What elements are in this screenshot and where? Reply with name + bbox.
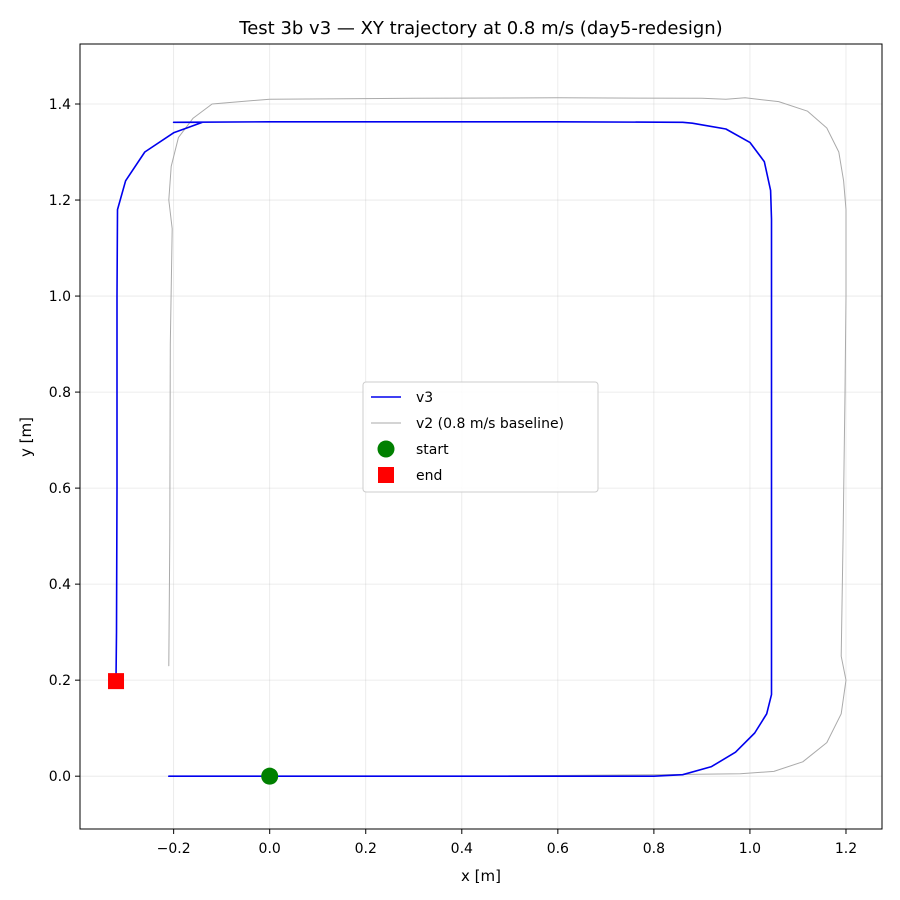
plot-lines — [115, 97, 847, 778]
plot-markers — [108, 673, 279, 785]
x-tick-label: 1.2 — [835, 841, 857, 857]
legend-label: start — [416, 442, 449, 458]
x-tick-label: 1.0 — [739, 841, 761, 857]
x-tick-label: 0.8 — [643, 841, 665, 857]
plot-frame — [79, 43, 883, 830]
y-tick-label: 0.6 — [49, 481, 71, 497]
series-v3-line — [115, 121, 773, 778]
x-tick-label: −0.2 — [157, 841, 191, 857]
legend-label: v3 — [416, 390, 433, 406]
end-marker — [108, 673, 125, 690]
legend-circle-swatch — [377, 440, 395, 458]
y-tick-label: 1.2 — [49, 193, 71, 209]
legend-square-swatch — [378, 467, 394, 483]
legend-label: v2 (0.8 m/s baseline) — [416, 416, 564, 432]
legend-box — [362, 381, 599, 493]
x-tick-label: 0.6 — [547, 841, 569, 857]
x-tick-label: 0.0 — [259, 841, 281, 857]
start-marker — [261, 767, 279, 785]
series-v2-line — [168, 97, 847, 777]
y-tick-label: 1.4 — [49, 97, 71, 113]
legend-label: end — [416, 468, 442, 484]
y-tick-label: 0.8 — [49, 385, 71, 401]
y-axis-label: y [m] — [17, 417, 35, 457]
x-axis: −0.2 0.0 0.2 0.4 0.6 0.8 1.0 1.2 — [157, 829, 857, 857]
x-axis-label: x [m] — [461, 867, 501, 885]
y-tick-label: 1.0 — [49, 289, 71, 305]
y-tick-label: 0.4 — [49, 577, 71, 593]
legend: v3 v2 (0.8 m/s baseline) start end — [362, 381, 599, 493]
x-tick-label: 0.2 — [355, 841, 377, 857]
y-axis: 0.0 0.2 0.4 0.6 0.8 1.0 1.2 1.4 — [49, 97, 80, 785]
chart-title: Test 3b v3 — XY trajectory at 0.8 m/s (d… — [238, 18, 722, 39]
y-tick-label: 0.2 — [49, 673, 71, 689]
x-tick-label: 0.4 — [451, 841, 473, 857]
y-tick-label: 0.0 — [49, 769, 71, 785]
